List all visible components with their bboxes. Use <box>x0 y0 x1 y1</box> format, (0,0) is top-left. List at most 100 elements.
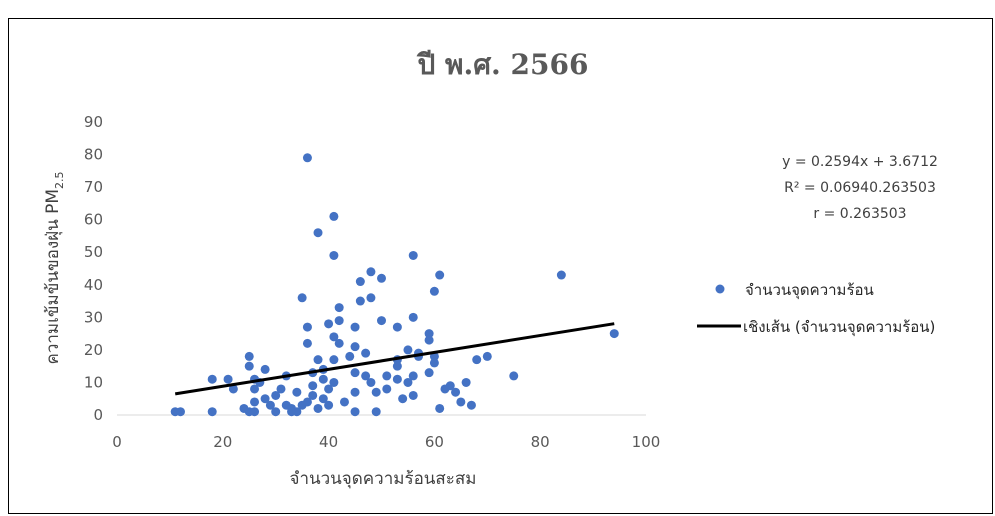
scatter-point <box>424 329 434 339</box>
scatter-point <box>429 358 439 368</box>
scatter-point <box>403 345 413 355</box>
scatter-point <box>292 407 302 417</box>
scatter-point <box>345 351 355 361</box>
scatter-point <box>339 397 349 407</box>
scatter-point <box>403 377 413 387</box>
scatter-point <box>408 390 418 400</box>
scatter-point <box>308 390 318 400</box>
scatter-point <box>461 377 471 387</box>
y-axis-label-subscript: 2.5 <box>53 171 66 189</box>
scatter-point <box>466 400 476 410</box>
scatter-point <box>228 384 238 394</box>
scatter-point <box>329 377 339 387</box>
scatter-point <box>350 322 360 332</box>
scatter-point <box>223 374 233 384</box>
scatter-point <box>207 374 217 384</box>
scatter-point <box>366 267 376 277</box>
y-axis-label-main: ความเข้มข้นของฝุ่น PM <box>43 189 63 365</box>
scatter-point <box>250 384 260 394</box>
scatter-point <box>302 322 312 332</box>
scatter-point <box>350 342 360 352</box>
scatter-point <box>175 407 185 417</box>
x-tick-label: 100 <box>632 433 661 451</box>
scatter-point <box>377 273 386 283</box>
scatter-point <box>350 368 360 378</box>
scatter-point <box>334 316 344 326</box>
scatter-point <box>382 384 392 394</box>
chart-frame <box>8 18 993 514</box>
legend-label-points: จำนวนจุดความร้อน <box>745 281 874 300</box>
y-tick-label: 70 <box>84 178 103 196</box>
y-tick-label: 60 <box>84 211 103 229</box>
scatter-point <box>424 368 434 378</box>
x-tick-label: 40 <box>319 433 338 451</box>
scatter-point <box>250 407 260 417</box>
scatter-point <box>324 400 334 410</box>
scatter-point <box>313 355 323 365</box>
y-tick-label: 30 <box>84 308 103 326</box>
r-text: r = 0.263503 <box>813 206 906 222</box>
scatter-point <box>456 397 466 407</box>
scatter-point <box>350 387 360 397</box>
r-squared-text: R² = 0.06940.263503 <box>784 180 936 196</box>
scatter-point <box>271 390 281 400</box>
scatter-point <box>408 312 418 322</box>
y-tick-label: 90 <box>84 113 103 131</box>
y-axis-ticks: 0 10 20 30 40 50 60 70 80 90 <box>84 113 103 424</box>
y-tick-label: 50 <box>84 243 103 261</box>
y-tick-label: 0 <box>93 406 103 424</box>
scatter-point <box>302 153 312 163</box>
x-tick-label: 20 <box>213 433 232 451</box>
scatter-point <box>350 407 360 417</box>
scatter-point <box>318 394 328 404</box>
scatter-point <box>329 250 339 260</box>
y-tick-label: 80 <box>84 146 103 164</box>
scatter-point <box>207 407 217 417</box>
scatter-point <box>324 384 334 394</box>
scatter-point <box>451 387 461 397</box>
x-tick-label: 60 <box>425 433 444 451</box>
x-tick-label: 80 <box>531 433 550 451</box>
scatter-point <box>371 407 381 417</box>
chart-title: ปี พ.ศ. 2566 <box>416 48 589 81</box>
trendline <box>174 322 615 396</box>
scatter-point <box>355 296 365 306</box>
scatter-point <box>366 293 376 303</box>
x-axis-label: จำนวนจุดความร้อนสะสม <box>289 469 476 489</box>
legend-marker-points <box>715 284 725 294</box>
legend: จำนวนจุดความร้อน เชิงเส้น (จำนวนจุดความร… <box>697 281 935 337</box>
scatter-point <box>260 394 270 404</box>
scatter-point <box>435 403 445 413</box>
scatter-point <box>509 371 519 381</box>
scatter-point <box>408 371 418 381</box>
scatter-point <box>276 384 286 394</box>
scatter-point <box>429 286 439 296</box>
scatter-point <box>329 355 339 365</box>
y-tick-label: 20 <box>84 341 103 359</box>
scatter-point <box>271 407 281 417</box>
scatter-point <box>297 293 307 303</box>
scatter-point <box>318 374 328 384</box>
scatter-point <box>334 338 344 348</box>
scatter-point <box>313 228 323 238</box>
scatter-point <box>244 351 254 361</box>
scatter-point <box>302 397 312 407</box>
scatter-point <box>265 400 275 410</box>
x-axis-ticks: 0 20 40 60 80 100 <box>112 433 660 451</box>
scatter-point <box>334 303 344 313</box>
scatter-point <box>244 361 254 371</box>
scatter-point <box>292 387 302 397</box>
scatter-point <box>398 394 408 404</box>
y-tick-label: 40 <box>84 276 103 294</box>
scatter-point <box>556 270 566 280</box>
legend-label-trend: เชิงเส้น (จำนวนจุดความร้อน) <box>743 318 935 337</box>
scatter-point <box>329 211 339 221</box>
scatter-point <box>609 329 619 339</box>
scatter-point <box>355 277 365 287</box>
scatter-point <box>392 374 402 384</box>
regression-annotation: y = 0.2594x + 3.6712 R² = 0.06940.263503… <box>782 154 938 222</box>
scatter-point <box>482 351 492 361</box>
scatter-point <box>445 381 455 391</box>
scatter-point <box>382 371 392 381</box>
